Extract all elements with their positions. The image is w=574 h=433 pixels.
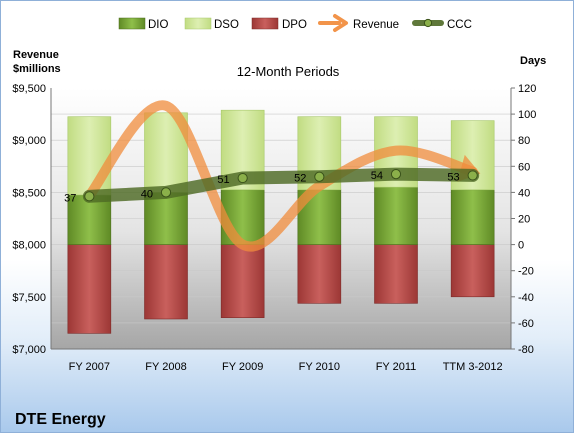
chart-title: 12-Month Periods — [237, 64, 340, 79]
left-tick-label: $8,500 — [12, 187, 46, 199]
left-axis-title-line2: $millions — [13, 63, 61, 75]
left-tick-label: $9,000 — [12, 135, 46, 147]
bar-dio — [67, 194, 112, 245]
right-tick-label: -60 — [518, 318, 534, 330]
ccc-data-label: 51 — [217, 174, 229, 186]
x-tick-label: FY 2007 — [69, 361, 110, 373]
bar-dso — [67, 116, 112, 196]
x-tick-label: TTM 3-2012 — [443, 361, 503, 373]
x-tick-label: FY 2009 — [222, 361, 263, 373]
ccc-data-label: 37 — [64, 192, 76, 204]
x-axis-labels: FY 2007 FY 2008 FY 2009 FY 2010 FY 2011 TTM 3… — [69, 361, 503, 373]
left-tick-label: $7,500 — [12, 292, 46, 304]
left-axis-ticks: $7,000 $7,500 $8,000 $8,500 $9,000 $9,500 — [12, 83, 46, 356]
bar-dio — [450, 189, 495, 245]
right-tick-label: 80 — [518, 135, 530, 147]
right-tick-label: 40 — [518, 187, 530, 199]
left-tick-label: $7,000 — [12, 344, 46, 356]
ccc-data-label: 52 — [294, 173, 306, 185]
company-name: DTE Energy — [15, 411, 106, 428]
right-tick-label: 120 — [518, 83, 536, 95]
legend-item-dso: DSO — [184, 17, 239, 31]
ccc-marker — [84, 191, 95, 202]
right-tick-label: 20 — [518, 214, 530, 226]
legend-swatch-dso — [184, 17, 212, 30]
legend-swatch-dpo — [251, 17, 279, 30]
legend-label-ccc: CCC — [447, 19, 472, 31]
ccc-data-label: 53 — [447, 171, 459, 183]
right-axis-ticks: -80 -60 -40 -20 0 20 40 60 80 100 120 — [511, 83, 536, 356]
bar-dpo — [220, 244, 265, 318]
left-tick-label: $8,000 — [12, 240, 46, 252]
legend-swatch-dio — [118, 17, 146, 30]
x-tick-label: FY 2010 — [299, 361, 340, 373]
legend-arrow-icon — [318, 14, 348, 32]
legend-label-revenue: Revenue — [353, 19, 399, 31]
ccc-data-label: 40 — [141, 188, 153, 200]
ccc-marker — [467, 170, 478, 181]
legend-item-revenue: Revenue — [318, 14, 399, 32]
ccc-series: 37 40 51 52 54 53 — [64, 167, 480, 204]
legend: DIO DSO DPO Revenue CCC — [118, 14, 472, 32]
bar-dpo — [450, 244, 495, 298]
right-tick-label: 0 — [518, 240, 524, 252]
ccc-marker — [237, 172, 248, 184]
right-axis-title: Days — [520, 55, 546, 67]
bars — [67, 109, 495, 334]
bar-dpo — [374, 244, 418, 304]
right-tick-label: 60 — [518, 161, 530, 173]
right-tick-label: -40 — [518, 292, 534, 304]
bar-dpo — [67, 244, 112, 334]
left-axis-title-line1: Revenue — [13, 49, 59, 61]
legend-label-dio: DIO — [148, 19, 169, 31]
right-tick-label: 100 — [518, 109, 536, 121]
legend-label-dpo: DPO — [282, 19, 307, 31]
left-tick-label: $9,500 — [12, 83, 46, 95]
bar-dio — [144, 192, 188, 245]
bar-dio — [374, 186, 418, 245]
right-tick-label: -80 — [518, 344, 534, 356]
legend-label-dso: DSO — [214, 19, 239, 31]
ccc-marker — [390, 169, 402, 180]
x-tick-label: FY 2011 — [376, 361, 417, 373]
ccc-data-label: 54 — [371, 170, 383, 182]
ccc-marker — [160, 187, 172, 198]
legend-marker-ccc — [423, 18, 433, 28]
legend-item-ccc: CCC — [412, 18, 472, 31]
revenue-line — [84, 100, 478, 252]
legend-item-dpo: DPO — [251, 17, 307, 31]
x-tick-label: FY 2008 — [145, 361, 186, 373]
bar-dpo — [297, 244, 342, 304]
ccc-line — [82, 167, 480, 203]
ccc-marker — [314, 171, 325, 182]
legend-item-dio: DIO — [118, 17, 169, 31]
right-tick-label: -20 — [518, 266, 534, 278]
bar-dpo — [144, 244, 188, 320]
